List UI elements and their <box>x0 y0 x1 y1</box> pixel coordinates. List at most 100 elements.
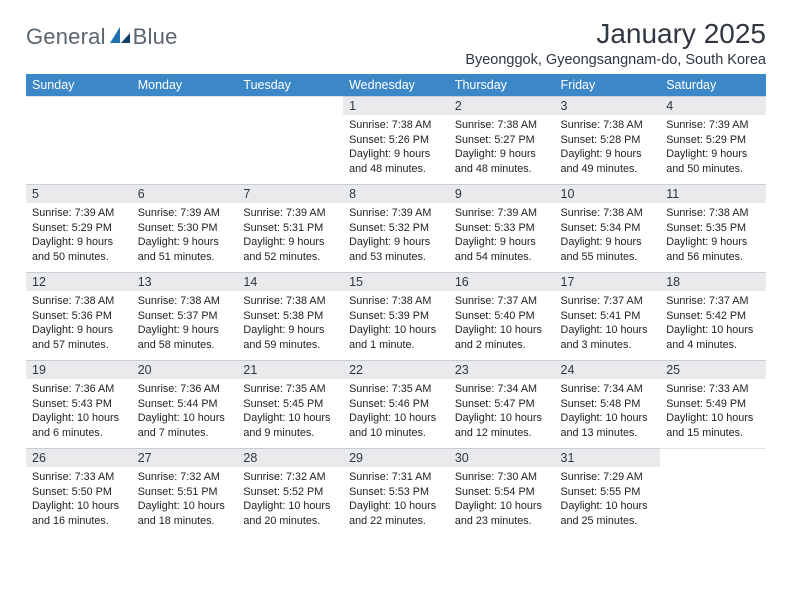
calendar-day-cell: 24Sunrise: 7:34 AMSunset: 5:48 PMDayligh… <box>555 360 661 448</box>
day-number: 31 <box>555 448 661 467</box>
sunrise-text: Sunrise: 7:29 AM <box>561 470 655 485</box>
daylight-text-1: Daylight: 10 hours <box>455 411 549 426</box>
header: General Blue January 2025 Byeonggok, Gye… <box>26 18 766 68</box>
calendar-week-row: 26Sunrise: 7:33 AMSunset: 5:50 PMDayligh… <box>26 448 766 536</box>
day-number: 27 <box>132 448 238 467</box>
daylight-text-2: and 51 minutes. <box>138 250 232 265</box>
sunrise-text: Sunrise: 7:31 AM <box>349 470 443 485</box>
sunrise-text: Sunrise: 7:35 AM <box>349 382 443 397</box>
daylight-text-2: and 7 minutes. <box>138 426 232 441</box>
day-number: 3 <box>555 96 661 115</box>
calendar-day-cell: 4Sunrise: 7:39 AMSunset: 5:29 PMDaylight… <box>660 96 766 184</box>
day-details: Sunrise: 7:35 AMSunset: 5:45 PMDaylight:… <box>237 379 343 444</box>
sunset-text: Sunset: 5:48 PM <box>561 397 655 412</box>
day-number: 5 <box>26 184 132 203</box>
daylight-text-2: and 48 minutes. <box>349 162 443 177</box>
day-details: Sunrise: 7:32 AMSunset: 5:51 PMDaylight:… <box>132 467 238 532</box>
sunrise-text: Sunrise: 7:32 AM <box>243 470 337 485</box>
sunrise-text: Sunrise: 7:38 AM <box>455 118 549 133</box>
weekday-header: Tuesday <box>237 74 343 96</box>
day-number: 25 <box>660 360 766 379</box>
daylight-text-1: Daylight: 9 hours <box>455 235 549 250</box>
sunset-text: Sunset: 5:28 PM <box>561 133 655 148</box>
day-number: 10 <box>555 184 661 203</box>
sunset-text: Sunset: 5:55 PM <box>561 485 655 500</box>
empty-day <box>26 96 132 114</box>
day-number: 20 <box>132 360 238 379</box>
day-number: 11 <box>660 184 766 203</box>
sunset-text: Sunset: 5:39 PM <box>349 309 443 324</box>
empty-day <box>660 448 766 466</box>
daylight-text-1: Daylight: 9 hours <box>138 235 232 250</box>
calendar-day-cell: 6Sunrise: 7:39 AMSunset: 5:30 PMDaylight… <box>132 184 238 272</box>
daylight-text-1: Daylight: 10 hours <box>561 411 655 426</box>
day-details: Sunrise: 7:36 AMSunset: 5:44 PMDaylight:… <box>132 379 238 444</box>
calendar-day-cell: 30Sunrise: 7:30 AMSunset: 5:54 PMDayligh… <box>449 448 555 536</box>
daylight-text-1: Daylight: 9 hours <box>561 147 655 162</box>
daylight-text-2: and 55 minutes. <box>561 250 655 265</box>
day-details: Sunrise: 7:37 AMSunset: 5:42 PMDaylight:… <box>660 291 766 356</box>
calendar-day-cell: 1Sunrise: 7:38 AMSunset: 5:26 PMDaylight… <box>343 96 449 184</box>
sunset-text: Sunset: 5:35 PM <box>666 221 760 236</box>
brand-name-2: Blue <box>133 24 178 50</box>
calendar-week-row: 1Sunrise: 7:38 AMSunset: 5:26 PMDaylight… <box>26 96 766 184</box>
day-details: Sunrise: 7:30 AMSunset: 5:54 PMDaylight:… <box>449 467 555 532</box>
day-details: Sunrise: 7:37 AMSunset: 5:41 PMDaylight:… <box>555 291 661 356</box>
daylight-text-1: Daylight: 10 hours <box>561 323 655 338</box>
day-number: 13 <box>132 272 238 291</box>
day-details: Sunrise: 7:38 AMSunset: 5:36 PMDaylight:… <box>26 291 132 356</box>
daylight-text-1: Daylight: 10 hours <box>455 499 549 514</box>
day-details: Sunrise: 7:38 AMSunset: 5:34 PMDaylight:… <box>555 203 661 268</box>
daylight-text-1: Daylight: 10 hours <box>349 411 443 426</box>
daylight-text-2: and 49 minutes. <box>561 162 655 177</box>
day-details: Sunrise: 7:34 AMSunset: 5:47 PMDaylight:… <box>449 379 555 444</box>
calendar-table: Sunday Monday Tuesday Wednesday Thursday… <box>26 74 766 536</box>
daylight-text-1: Daylight: 10 hours <box>243 411 337 426</box>
day-details: Sunrise: 7:39 AMSunset: 5:29 PMDaylight:… <box>660 115 766 180</box>
sunrise-text: Sunrise: 7:38 AM <box>666 206 760 221</box>
day-details: Sunrise: 7:29 AMSunset: 5:55 PMDaylight:… <box>555 467 661 532</box>
day-number: 15 <box>343 272 449 291</box>
daylight-text-2: and 56 minutes. <box>666 250 760 265</box>
calendar-day-cell: 22Sunrise: 7:35 AMSunset: 5:46 PMDayligh… <box>343 360 449 448</box>
calendar-week-row: 5Sunrise: 7:39 AMSunset: 5:29 PMDaylight… <box>26 184 766 272</box>
daylight-text-2: and 15 minutes. <box>666 426 760 441</box>
day-details: Sunrise: 7:39 AMSunset: 5:29 PMDaylight:… <box>26 203 132 268</box>
sunrise-text: Sunrise: 7:33 AM <box>666 382 760 397</box>
daylight-text-1: Daylight: 10 hours <box>666 411 760 426</box>
day-details: Sunrise: 7:39 AMSunset: 5:30 PMDaylight:… <box>132 203 238 268</box>
day-number: 23 <box>449 360 555 379</box>
sunset-text: Sunset: 5:49 PM <box>666 397 760 412</box>
calendar-day-cell: 28Sunrise: 7:32 AMSunset: 5:52 PMDayligh… <box>237 448 343 536</box>
weekday-header: Sunday <box>26 74 132 96</box>
daylight-text-1: Daylight: 9 hours <box>32 323 126 338</box>
sunset-text: Sunset: 5:36 PM <box>32 309 126 324</box>
title-block: January 2025 Byeonggok, Gyeongsangnam-do… <box>465 18 766 68</box>
day-number: 19 <box>26 360 132 379</box>
day-number: 16 <box>449 272 555 291</box>
sunrise-text: Sunrise: 7:36 AM <box>32 382 126 397</box>
sunset-text: Sunset: 5:32 PM <box>349 221 443 236</box>
sunrise-text: Sunrise: 7:38 AM <box>32 294 126 309</box>
calendar-day-cell: 18Sunrise: 7:37 AMSunset: 5:42 PMDayligh… <box>660 272 766 360</box>
weekday-header: Thursday <box>449 74 555 96</box>
month-title: January 2025 <box>465 18 766 50</box>
daylight-text-1: Daylight: 9 hours <box>243 323 337 338</box>
daylight-text-1: Daylight: 10 hours <box>666 323 760 338</box>
calendar-day-cell: 15Sunrise: 7:38 AMSunset: 5:39 PMDayligh… <box>343 272 449 360</box>
sunrise-text: Sunrise: 7:37 AM <box>455 294 549 309</box>
daylight-text-1: Daylight: 10 hours <box>138 499 232 514</box>
sunset-text: Sunset: 5:43 PM <box>32 397 126 412</box>
sunrise-text: Sunrise: 7:39 AM <box>349 206 443 221</box>
day-details: Sunrise: 7:37 AMSunset: 5:40 PMDaylight:… <box>449 291 555 356</box>
daylight-text-2: and 50 minutes. <box>666 162 760 177</box>
daylight-text-2: and 50 minutes. <box>32 250 126 265</box>
day-details: Sunrise: 7:38 AMSunset: 5:39 PMDaylight:… <box>343 291 449 356</box>
sunrise-text: Sunrise: 7:30 AM <box>455 470 549 485</box>
brand-logo: General Blue <box>26 24 178 50</box>
sunset-text: Sunset: 5:31 PM <box>243 221 337 236</box>
sunset-text: Sunset: 5:33 PM <box>455 221 549 236</box>
calendar-day-cell <box>26 96 132 184</box>
day-details: Sunrise: 7:39 AMSunset: 5:31 PMDaylight:… <box>237 203 343 268</box>
calendar-day-cell: 12Sunrise: 7:38 AMSunset: 5:36 PMDayligh… <box>26 272 132 360</box>
